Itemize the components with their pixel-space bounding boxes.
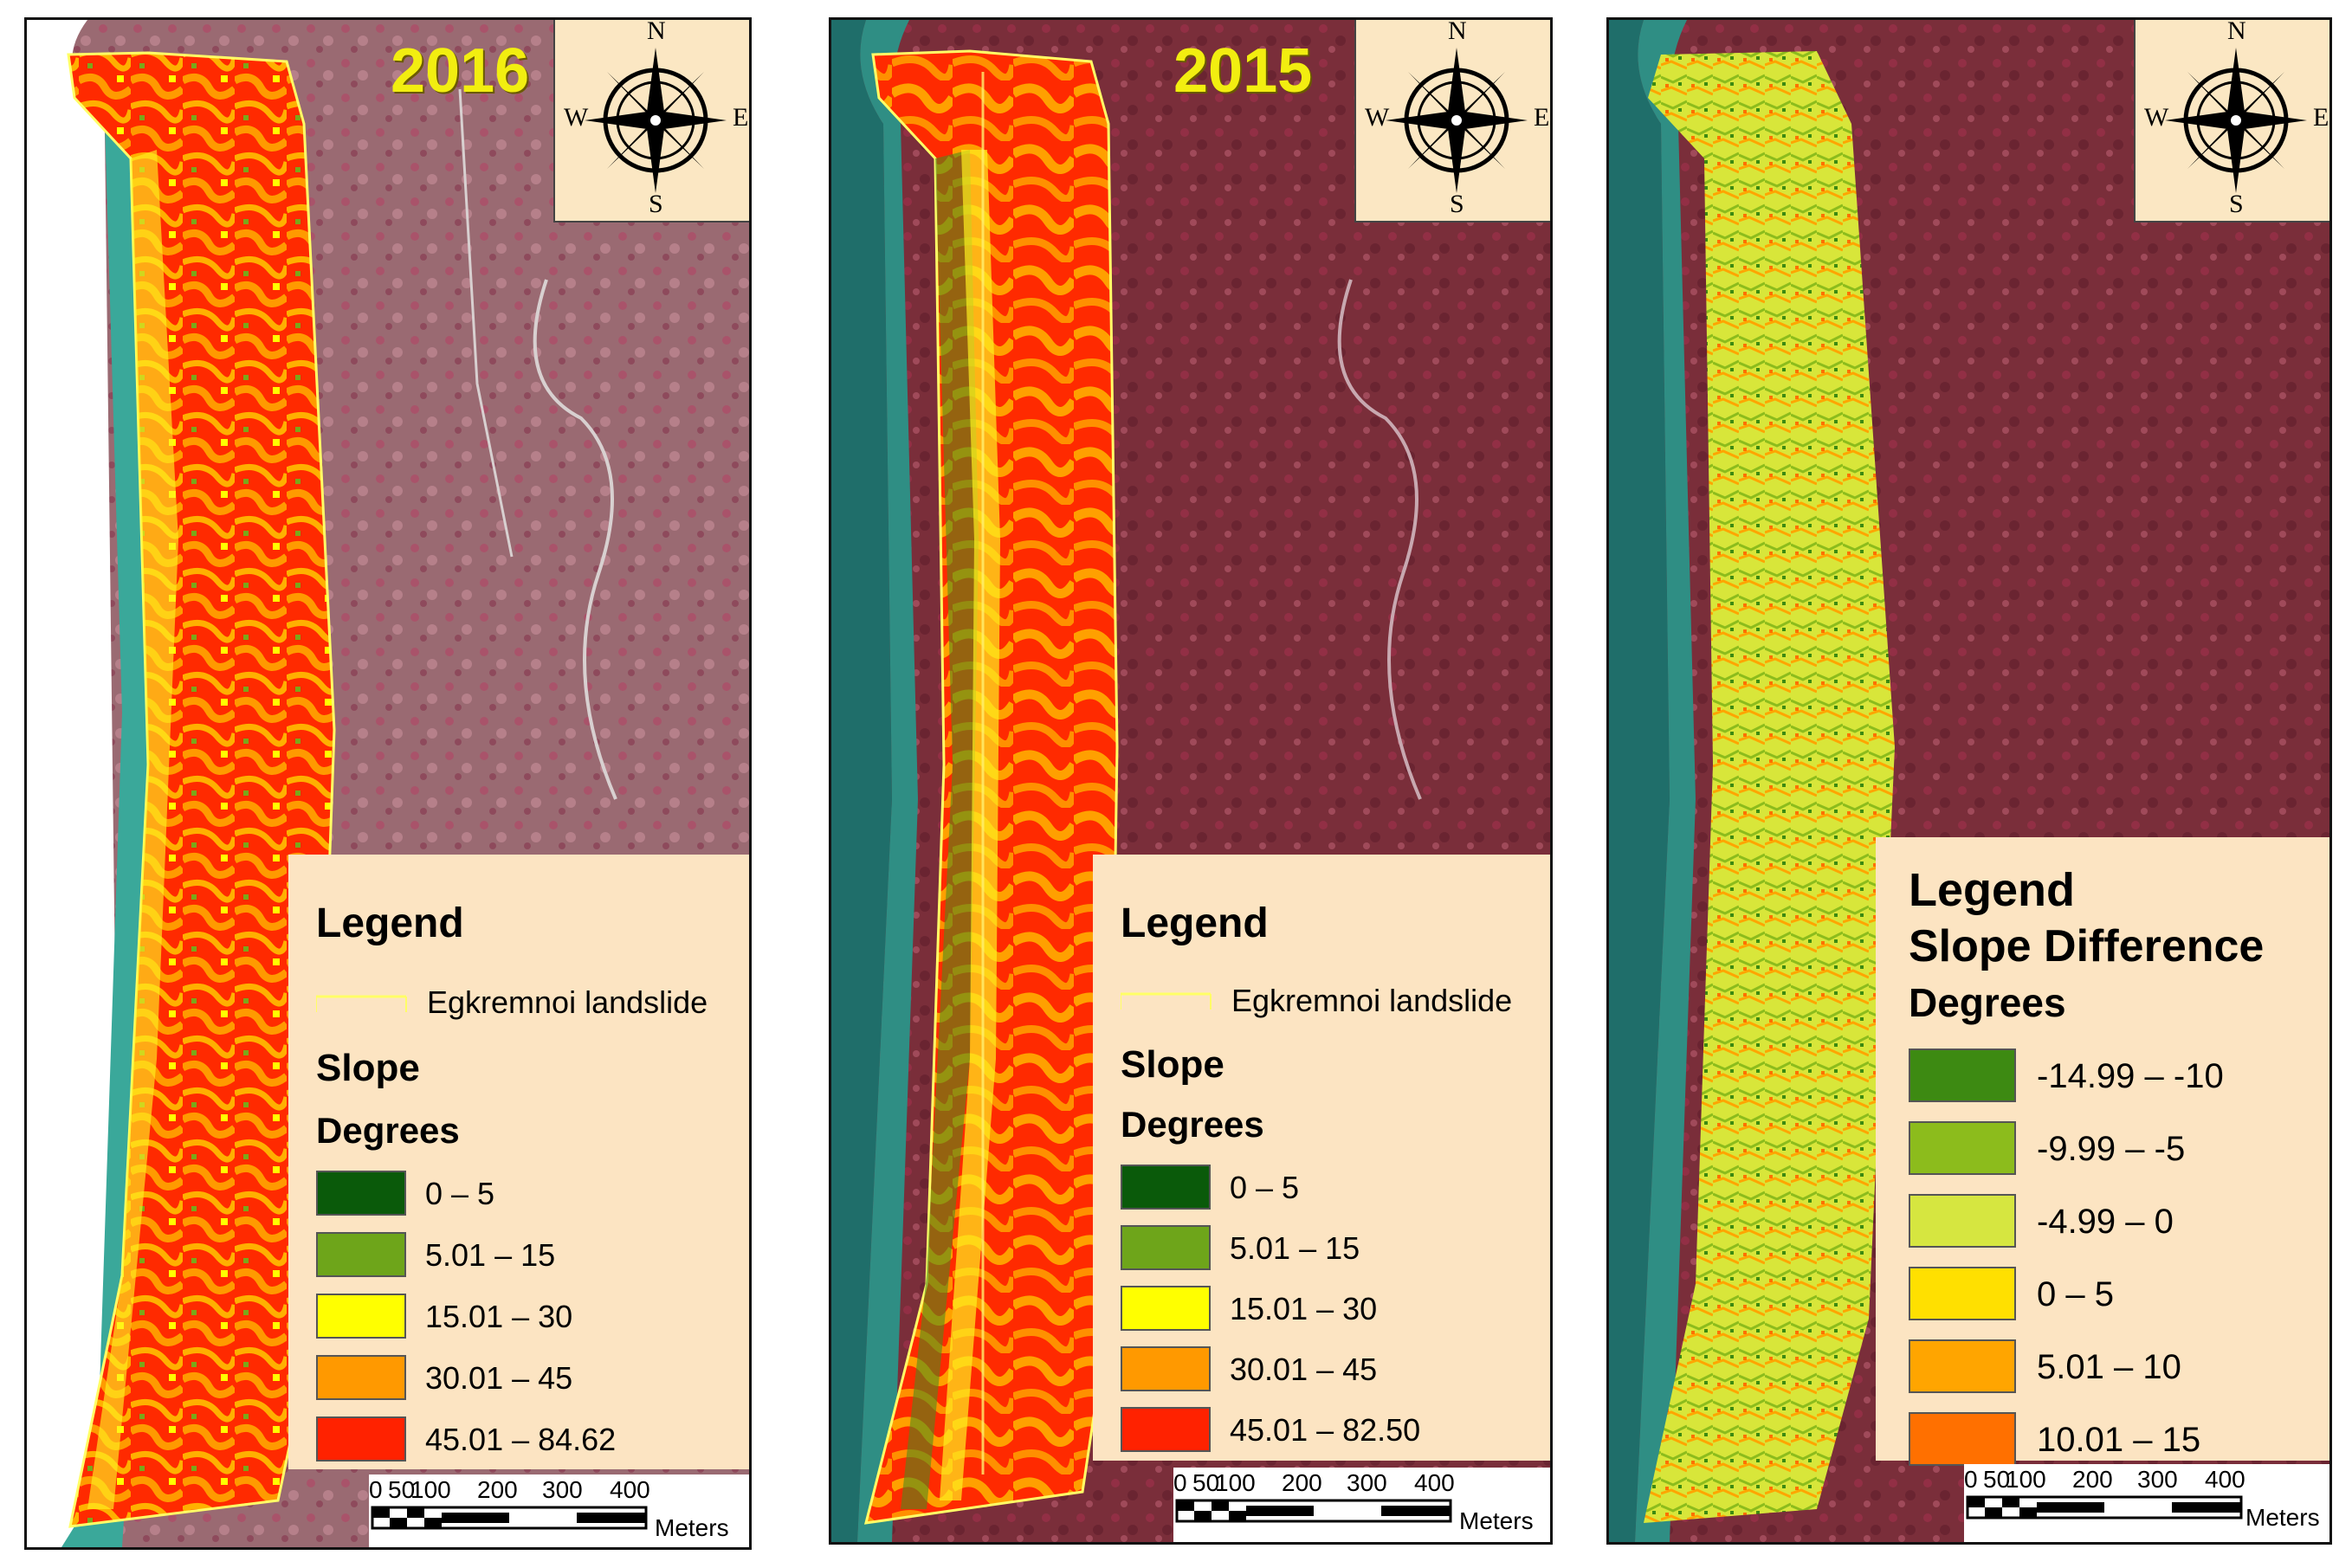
- north-label: N: [647, 17, 666, 45]
- legend-swatch: [1909, 1049, 2016, 1102]
- scale-tick-label: 400: [1414, 1469, 1455, 1496]
- scale-bar: Meters 0 50 100 200 300 400: [1964, 1464, 2329, 1542]
- east-label: E: [733, 103, 749, 132]
- legend-swatch: [316, 1171, 406, 1216]
- scale-tick-label: 200: [1282, 1469, 1322, 1496]
- scale-bar-graphic: [371, 1506, 648, 1530]
- south-label: S: [649, 190, 663, 218]
- legend-line-label: Egkremnoi landslide: [427, 984, 708, 1020]
- scale-tick-label: 100: [2006, 1466, 2046, 1493]
- legend-swatch: [1909, 1121, 2016, 1175]
- year-label: 2015: [1173, 36, 1313, 106]
- compass-rose-icon: [1386, 48, 1528, 193]
- legend-class-label: 0 – 5: [2037, 1275, 2114, 1313]
- scale-tick-label: 300: [1347, 1469, 1387, 1496]
- satellite-map-2016: [27, 20, 749, 1547]
- scale-tick-label: 100: [1215, 1469, 1256, 1496]
- scale-tick-label: 200: [2072, 1466, 2113, 1493]
- year-label: 2016: [391, 36, 530, 106]
- legend-swatch: [1121, 1225, 1211, 1270]
- legend-title: Legend: [316, 900, 464, 946]
- scale-tick-label: 200: [477, 1476, 518, 1503]
- legend-class-label: 5.01 – 10: [2037, 1348, 2181, 1386]
- legend-class-label: 15.01 – 30: [425, 1299, 573, 1334]
- legend-class-label: -9.99 – -5: [2037, 1130, 2186, 1168]
- scale-bar: Meters 0 50 100 200 300 400: [369, 1474, 749, 1547]
- east-label: E: [2313, 103, 2329, 132]
- scale-unit: Meters: [2245, 1504, 2320, 1531]
- scale-tick-label: 400: [2205, 1466, 2245, 1493]
- legend-class-label: 45.01 – 84.62: [425, 1422, 617, 1457]
- legend-swatch: [1909, 1267, 2016, 1320]
- scale-tick-label: 100: [410, 1476, 451, 1503]
- legend-swatch: [1909, 1194, 2016, 1248]
- legend-swatch: [1121, 1407, 1211, 1452]
- west-label: W: [1365, 103, 1390, 132]
- legend-swatch: [1909, 1339, 2016, 1393]
- east-label: E: [1534, 103, 1550, 132]
- landslide-line-swatch: [1121, 992, 1212, 1010]
- scale-tick-label: 400: [610, 1476, 650, 1503]
- west-label: W: [2144, 103, 2169, 132]
- legend-units: Degrees: [316, 1110, 460, 1151]
- legend-class-label: 30.01 – 45: [1230, 1352, 1378, 1387]
- south-label: S: [2229, 190, 2244, 218]
- compass-rose-icon: [2165, 48, 2307, 193]
- legend-class-label: 30.01 – 45: [425, 1360, 573, 1396]
- legend-class-label: -4.99 – 0: [2037, 1203, 2174, 1241]
- legend-class-label: 0 – 5: [1230, 1170, 1300, 1205]
- legend-swatch: [1121, 1165, 1211, 1210]
- legend-class-label: 5.01 – 15: [425, 1237, 556, 1273]
- scale-bar-graphic: [1966, 1495, 2243, 1520]
- north-arrow: N S W E: [553, 17, 749, 223]
- south-label: S: [1450, 190, 1464, 218]
- legend-swatch: [1121, 1346, 1211, 1391]
- scale-tick-label: 300: [542, 1476, 583, 1503]
- map-panel-2016: 2016 N S W E Legend Egkremnoi landslide …: [24, 17, 752, 1550]
- legend-swatch: [1909, 1412, 2016, 1466]
- map-panel-difference: N S W E Legend Slope Difference Degrees …: [1606, 17, 2332, 1545]
- legend-layer: Slope: [316, 1047, 420, 1089]
- scale-unit: Meters: [1459, 1507, 1534, 1534]
- legend-class-label: 5.01 – 15: [1230, 1230, 1360, 1266]
- scale-tick-label: 0: [1173, 1469, 1187, 1496]
- landslide-line-swatch: [316, 995, 407, 1012]
- legend-layer: Slope Difference: [1909, 921, 2265, 971]
- legend-swatch: [316, 1416, 406, 1462]
- map-panel-2015: 2015 N S W E Legend Egkremnoi landslide …: [829, 17, 1553, 1545]
- legend-class-label: 0 – 5: [425, 1176, 495, 1211]
- legend-title: Legend: [1121, 900, 1269, 946]
- legend-class-label: 10.01 – 15: [2037, 1421, 2201, 1459]
- compass-rose-icon: [585, 48, 727, 193]
- legend-class-label: 45.01 – 82.50: [1230, 1412, 1421, 1448]
- legend-layer: Slope: [1121, 1043, 1224, 1086]
- legend-class-label: 15.01 – 30: [1230, 1291, 1378, 1326]
- north-arrow: N S W E: [1354, 17, 1550, 223]
- legend: Legend Egkremnoi landslide Slope Degrees…: [288, 855, 749, 1469]
- scale-tick-label: 50: [1983, 1466, 2011, 1493]
- scale-bar: Meters 0 50 100 200 300 400: [1173, 1468, 1550, 1542]
- legend-title: Legend: [1909, 864, 2076, 916]
- scale-tick-label: 50: [1192, 1469, 1220, 1496]
- scale-tick-label: 0: [1964, 1466, 1978, 1493]
- legend-swatch: [316, 1232, 406, 1277]
- legend: Legend Slope Difference Degrees -14.99 –…: [1876, 837, 2329, 1466]
- legend-units: Degrees: [1121, 1104, 1264, 1145]
- legend-line-label: Egkremnoi landslide: [1231, 983, 1513, 1018]
- north-label: N: [2227, 17, 2246, 45]
- scale-tick-label: 50: [388, 1476, 416, 1503]
- legend-swatch: [316, 1355, 406, 1400]
- legend: Legend Egkremnoi landslide Slope Degrees…: [1093, 855, 1550, 1461]
- north-label: N: [1448, 17, 1467, 45]
- legend-class-label: -14.99 – -10: [2037, 1057, 2224, 1095]
- scale-bar-graphic: [1175, 1499, 1452, 1523]
- west-label: W: [564, 103, 589, 132]
- scale-unit: Meters: [655, 1514, 729, 1541]
- scale-tick-label: 300: [2137, 1466, 2178, 1493]
- scale-tick-label: 0: [369, 1476, 383, 1503]
- legend-swatch: [316, 1294, 406, 1339]
- legend-units: Degrees: [1909, 980, 2066, 1025]
- legend-swatch: [1121, 1286, 1211, 1331]
- north-arrow: N S W E: [2134, 17, 2329, 223]
